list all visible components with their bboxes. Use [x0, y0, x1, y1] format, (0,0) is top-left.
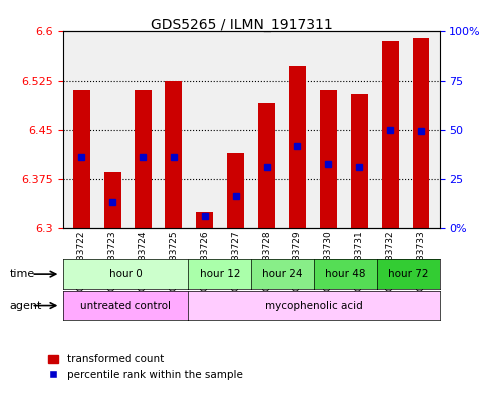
Bar [104, 172, 121, 228]
Text: hour 72: hour 72 [388, 269, 428, 279]
Text: untreated control: untreated control [80, 301, 171, 310]
Bar [197, 211, 213, 228]
Bar [382, 41, 398, 228]
Text: hour 24: hour 24 [262, 269, 303, 279]
Text: hour 48: hour 48 [325, 269, 366, 279]
Bar [351, 94, 368, 228]
Text: time: time [10, 269, 35, 279]
Text: mycophenolic acid: mycophenolic acid [265, 301, 363, 310]
Legend: transformed count, percentile rank within the sample: transformed count, percentile rank withi… [44, 350, 247, 384]
Bar [258, 103, 275, 228]
Text: GDS5265 / ILMN_1917311: GDS5265 / ILMN_1917311 [151, 18, 332, 32]
Text: agent: agent [10, 301, 42, 310]
Text: hour 12: hour 12 [199, 269, 240, 279]
Bar [135, 90, 152, 228]
Bar [320, 90, 337, 228]
Bar [166, 81, 183, 228]
Text: hour 0: hour 0 [109, 269, 142, 279]
Bar [227, 152, 244, 228]
Bar [73, 90, 90, 228]
Bar [289, 66, 306, 228]
Bar [412, 38, 429, 228]
